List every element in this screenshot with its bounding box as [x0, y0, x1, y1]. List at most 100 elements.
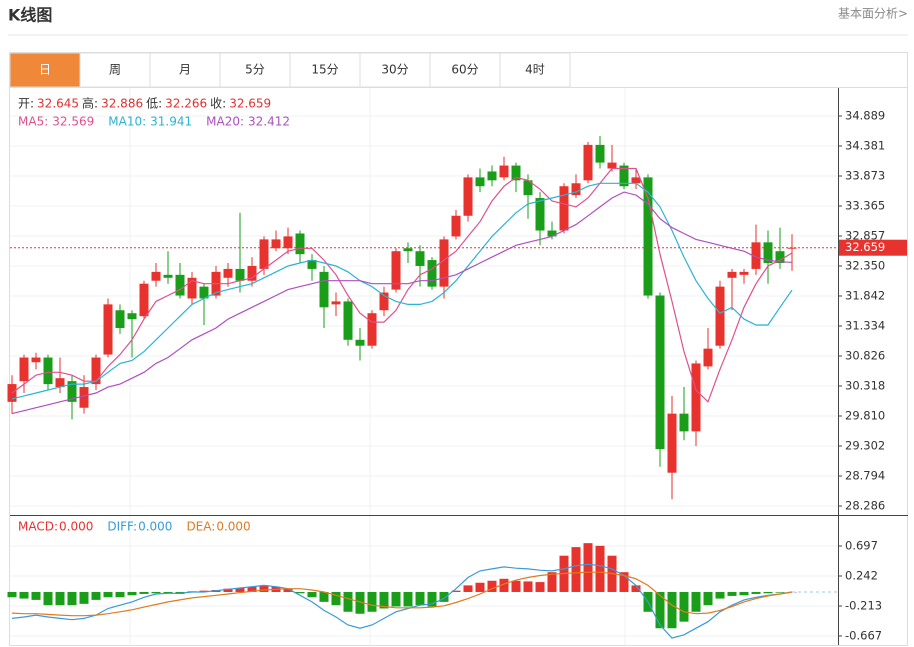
macd-bar: [7, 591, 17, 598]
candle-body: [439, 239, 449, 287]
y-tick-label: 32.857: [845, 229, 885, 243]
tab-label[interactable]: 日: [39, 63, 51, 77]
macd-bar: [223, 588, 233, 592]
candle-body: [691, 363, 701, 432]
macd-bar: [67, 591, 77, 606]
macd-bar: [331, 591, 341, 606]
macd-bar: [307, 591, 317, 598]
legend-text: 开:: [18, 97, 34, 111]
y-tick-label: 33.873: [845, 169, 885, 183]
macd-bar: [439, 591, 449, 602]
legend-text: 31.941: [150, 115, 192, 129]
tab[interactable]: [79, 52, 151, 88]
page-title: K线图: [8, 6, 52, 25]
candle-body: [631, 177, 641, 184]
macd-bar: [283, 588, 293, 592]
candle-body: [547, 230, 557, 237]
ma-line: [11, 167, 793, 403]
legend-text: 收:: [210, 97, 226, 111]
y-tick-label: 28.286: [845, 499, 885, 513]
macd-bar: [259, 585, 269, 592]
candle-body: [427, 260, 437, 287]
candle-body: [79, 387, 89, 408]
candle-body: [571, 183, 581, 196]
candle-body: [91, 357, 101, 385]
candle-body: [271, 239, 281, 249]
macd-bar: [475, 582, 485, 592]
macd-bar: [391, 591, 401, 607]
macd-bar: [763, 591, 773, 594]
legend-text: DIFF:: [107, 520, 137, 534]
legend-text: 32.569: [52, 115, 94, 129]
y-tick-label: 0.242: [845, 569, 878, 583]
y-tick-label: 29.810: [845, 409, 885, 423]
tab[interactable]: [149, 52, 221, 88]
macd-bar: [703, 591, 713, 606]
last-price-box: [839, 239, 907, 256]
macd-bar: [499, 578, 509, 592]
candle-body: [247, 265, 257, 281]
candle-body: [127, 313, 137, 320]
candle-body: [607, 162, 617, 169]
tab[interactable]: [9, 52, 81, 88]
candle-body: [43, 357, 53, 385]
candle-body: [367, 313, 377, 346]
candle-body: [583, 144, 593, 181]
macd-bar: [655, 591, 665, 629]
legend-text: 32.659: [229, 97, 271, 111]
analysis-link[interactable]: 基本面分析>: [838, 7, 908, 21]
legend-text: MA10:: [108, 115, 146, 129]
y-tick-label: 29.302: [845, 439, 885, 453]
tab[interactable]: [499, 52, 571, 88]
legend-text: 32.886: [101, 97, 143, 111]
tab[interactable]: [359, 52, 431, 88]
candle-body: [499, 165, 509, 178]
candle-body: [559, 186, 569, 231]
candle-body: [55, 378, 65, 388]
candle-body: [595, 144, 605, 163]
macd-bar: [19, 591, 29, 599]
legend-text: 低:: [146, 97, 162, 111]
tab-label[interactable]: 5分: [245, 63, 265, 77]
candle-body: [763, 242, 773, 264]
ma-line: [11, 563, 793, 639]
macd-bar: [523, 581, 533, 592]
tab-label[interactable]: 60分: [451, 63, 478, 77]
macd-bar: [91, 591, 101, 600]
y-tick-label: -0.667: [845, 628, 882, 642]
tab-label[interactable]: 4时: [525, 63, 545, 77]
macd-bar: [247, 586, 257, 592]
legend-text: MA5:: [18, 115, 48, 129]
legend-text: DEA:: [186, 520, 215, 534]
candle-body: [451, 215, 461, 237]
macd-bar: [403, 591, 413, 607]
macd-bar: [727, 591, 737, 596]
candle-body: [139, 283, 149, 317]
candle-body: [415, 251, 425, 266]
candle-body: [475, 177, 485, 187]
y-tick-label: 34.889: [845, 108, 885, 122]
chart-frame: [9, 52, 908, 646]
candle-body: [535, 198, 545, 231]
macd-bar: [451, 590, 461, 592]
tab-label[interactable]: 周: [109, 63, 121, 77]
tab-label[interactable]: 15分: [311, 63, 338, 77]
macd-bar: [235, 588, 245, 592]
macd-bar: [715, 591, 725, 599]
candle-body: [115, 310, 125, 328]
legend-text: 0.000: [138, 520, 172, 534]
last-price-label: 32.659: [845, 240, 885, 254]
candle-body: [679, 413, 689, 432]
tab[interactable]: [219, 52, 291, 88]
macd-bar: [487, 580, 497, 592]
y-tick-label: -0.213: [845, 599, 882, 613]
macd-bar: [547, 572, 557, 592]
candle-body: [151, 271, 161, 281]
candle-body: [319, 271, 329, 308]
macd-bar: [79, 591, 89, 604]
tab-label[interactable]: 30分: [381, 63, 408, 77]
macd-bar: [355, 591, 365, 614]
candle-body: [343, 301, 353, 340]
tab-label[interactable]: 月: [179, 63, 191, 77]
